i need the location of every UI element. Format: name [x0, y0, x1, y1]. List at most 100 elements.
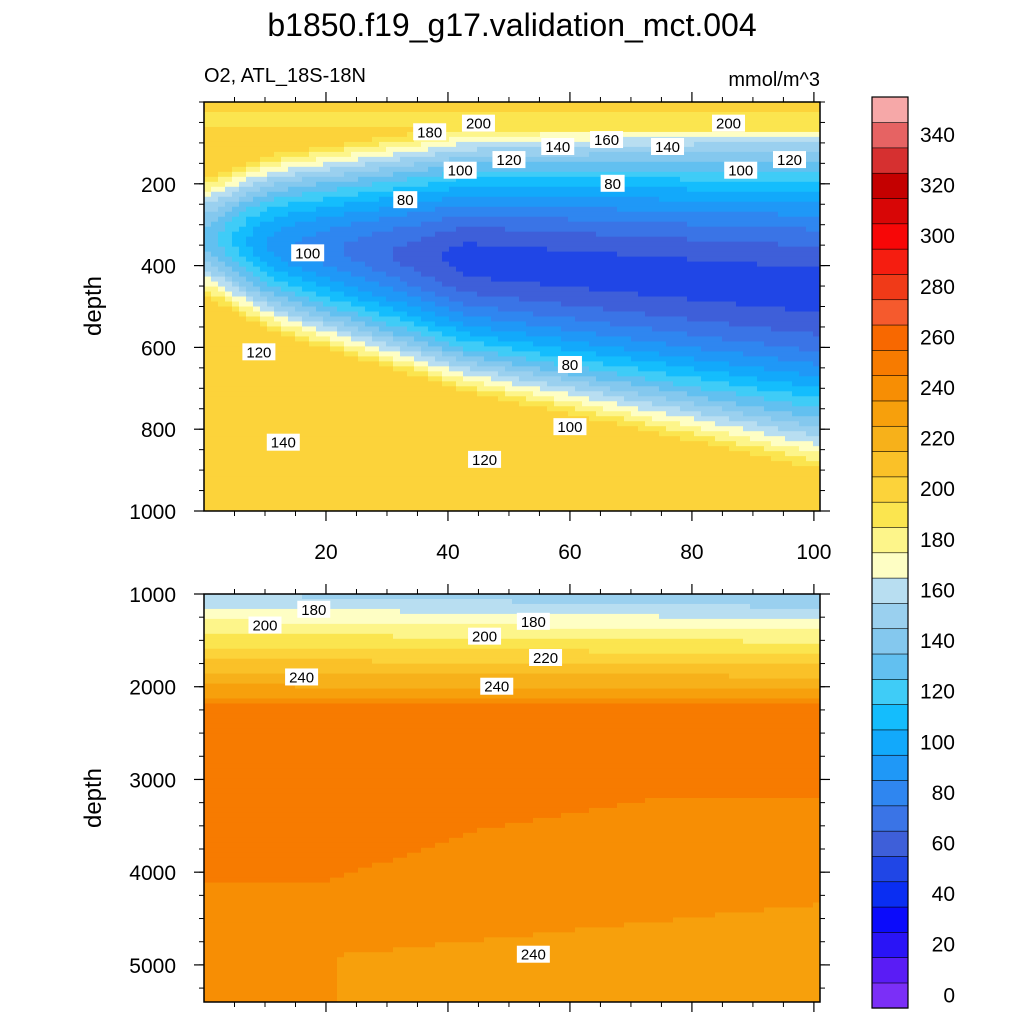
contour-cell — [351, 446, 359, 452]
contour-cell — [505, 181, 513, 188]
contour-cell — [330, 376, 338, 382]
contour-cell — [400, 461, 408, 467]
contour-cell — [610, 326, 618, 333]
contour-cell — [435, 141, 443, 148]
contour-cell — [484, 346, 492, 352]
contour-cell — [421, 201, 429, 208]
contour-cell — [330, 216, 338, 223]
contour-cell — [253, 286, 261, 293]
contour-cell — [603, 386, 611, 392]
contour-cell — [575, 351, 583, 357]
contour-cell — [323, 106, 331, 113]
contour-cell — [239, 376, 247, 382]
contour-cell — [393, 446, 401, 452]
contour-cell — [547, 441, 555, 447]
contour-cell — [512, 256, 520, 263]
contour-cell — [526, 206, 534, 213]
contour-cell — [358, 336, 366, 343]
contour-cell — [533, 266, 541, 273]
contour-cell — [603, 301, 611, 308]
contour-cell — [575, 436, 583, 442]
contour-cell — [477, 471, 485, 477]
contour-cell — [526, 401, 534, 407]
contour-cell — [407, 102, 415, 108]
contour-cell — [582, 161, 590, 168]
contour-cell — [393, 241, 401, 248]
contour-cell — [491, 321, 499, 328]
contour-cell — [547, 426, 555, 432]
contour-cell — [281, 476, 289, 482]
contour-cell — [267, 426, 275, 432]
contour-cell — [246, 286, 254, 293]
contour-cell — [365, 351, 373, 357]
contour-cell — [351, 501, 359, 507]
contour-cell — [540, 331, 548, 338]
contour-cell — [372, 121, 380, 128]
contour-cell — [281, 116, 289, 123]
contour-cell — [316, 431, 324, 437]
contour-cell — [470, 226, 478, 233]
contour-cell — [379, 316, 387, 323]
contour-cell — [414, 391, 422, 397]
contour-cell — [449, 191, 457, 198]
contour-cell — [547, 451, 555, 457]
contour-cell — [407, 211, 415, 218]
contour-cell — [400, 466, 408, 472]
contour-cell — [372, 126, 380, 133]
contour-cell — [484, 206, 492, 213]
contour-cell — [533, 451, 541, 457]
contour-cell — [617, 336, 625, 343]
contour-cell — [225, 496, 233, 502]
contour-cell — [218, 116, 226, 123]
contour-cell — [211, 191, 219, 198]
contour-cell — [267, 376, 275, 382]
contour-cell — [470, 386, 478, 392]
contour-cell — [589, 301, 597, 308]
contour-cell — [281, 236, 289, 243]
contour-cell — [421, 106, 429, 113]
contour-cell — [246, 206, 254, 213]
contour-cell — [407, 296, 415, 303]
contour-cell — [204, 261, 212, 268]
contour-cell — [582, 206, 590, 213]
contour-cell — [463, 196, 471, 203]
contour-cell — [435, 321, 443, 328]
contour-cell — [323, 406, 331, 412]
contour-cell — [603, 466, 611, 472]
contour-cell — [295, 366, 303, 372]
contour-cell — [267, 326, 275, 333]
contour-cell — [379, 306, 387, 313]
contour-cell — [568, 406, 576, 412]
contour-cell — [358, 176, 366, 183]
contour-cell — [274, 136, 282, 143]
contour-cell — [617, 271, 625, 278]
contour-cell — [393, 316, 401, 323]
contour-cell — [617, 506, 625, 511]
contour-cell — [225, 491, 233, 497]
contour-cell — [246, 266, 254, 273]
contour-cell — [372, 221, 380, 228]
contour-cell — [575, 316, 583, 323]
contour-cell — [442, 181, 450, 188]
contour-cell — [260, 191, 268, 198]
contour-cell — [428, 201, 436, 208]
contour-cell — [344, 106, 352, 113]
contour-cell — [512, 291, 520, 298]
contour-cell — [211, 236, 219, 243]
contour-cell — [519, 281, 527, 288]
contour-cell — [358, 441, 366, 447]
contour-cell — [561, 396, 569, 402]
contour-cell — [519, 191, 527, 198]
contour-cell — [568, 102, 576, 108]
contour-cell — [519, 351, 527, 357]
contour-cell — [337, 261, 345, 268]
contour-cell — [449, 431, 457, 437]
contour-cell — [463, 356, 471, 362]
contour-cell — [610, 466, 618, 472]
contour-cell — [498, 321, 506, 328]
contour-cell — [582, 451, 590, 457]
contour-cell — [204, 416, 212, 422]
contour-cell — [512, 491, 520, 497]
contour-cell — [498, 136, 506, 143]
contour-cell — [337, 286, 345, 293]
